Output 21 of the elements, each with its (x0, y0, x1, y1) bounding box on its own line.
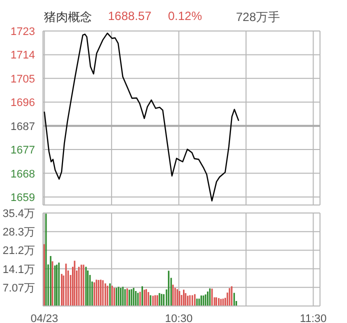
chart-title: 猪肉概念 (44, 9, 92, 26)
y-tick-label: 1696 (10, 97, 35, 110)
y-tick-label: 1714 (10, 50, 35, 62)
text: 0.12% (168, 9, 202, 23)
y-tick-label: 1668 (10, 168, 35, 180)
text: 728万手 (236, 9, 280, 26)
y-tick-label: 21.2万 (2, 245, 35, 258)
y-tick-label: 1723 (10, 26, 35, 38)
x-tick-label: 10:30 (165, 312, 193, 323)
y-tick-label: 1677 (10, 144, 35, 157)
text: 1688.57 (108, 9, 152, 23)
y-tick-label: 35.4万 (2, 208, 35, 220)
y-tick-label: 1687 (10, 120, 35, 133)
y-tick-label: 14.1万 (2, 264, 35, 276)
x-tick-label: 04/23 (30, 312, 58, 323)
y-tick-label: 7.07万 (2, 282, 35, 294)
y-tick-label: 1659 (10, 192, 35, 204)
x-tick-label: 11:30 (300, 312, 327, 323)
y-tick-label: 1705 (10, 73, 35, 86)
line-series (44, 32, 240, 202)
y-tick-label: 28.3万 (2, 226, 35, 239)
